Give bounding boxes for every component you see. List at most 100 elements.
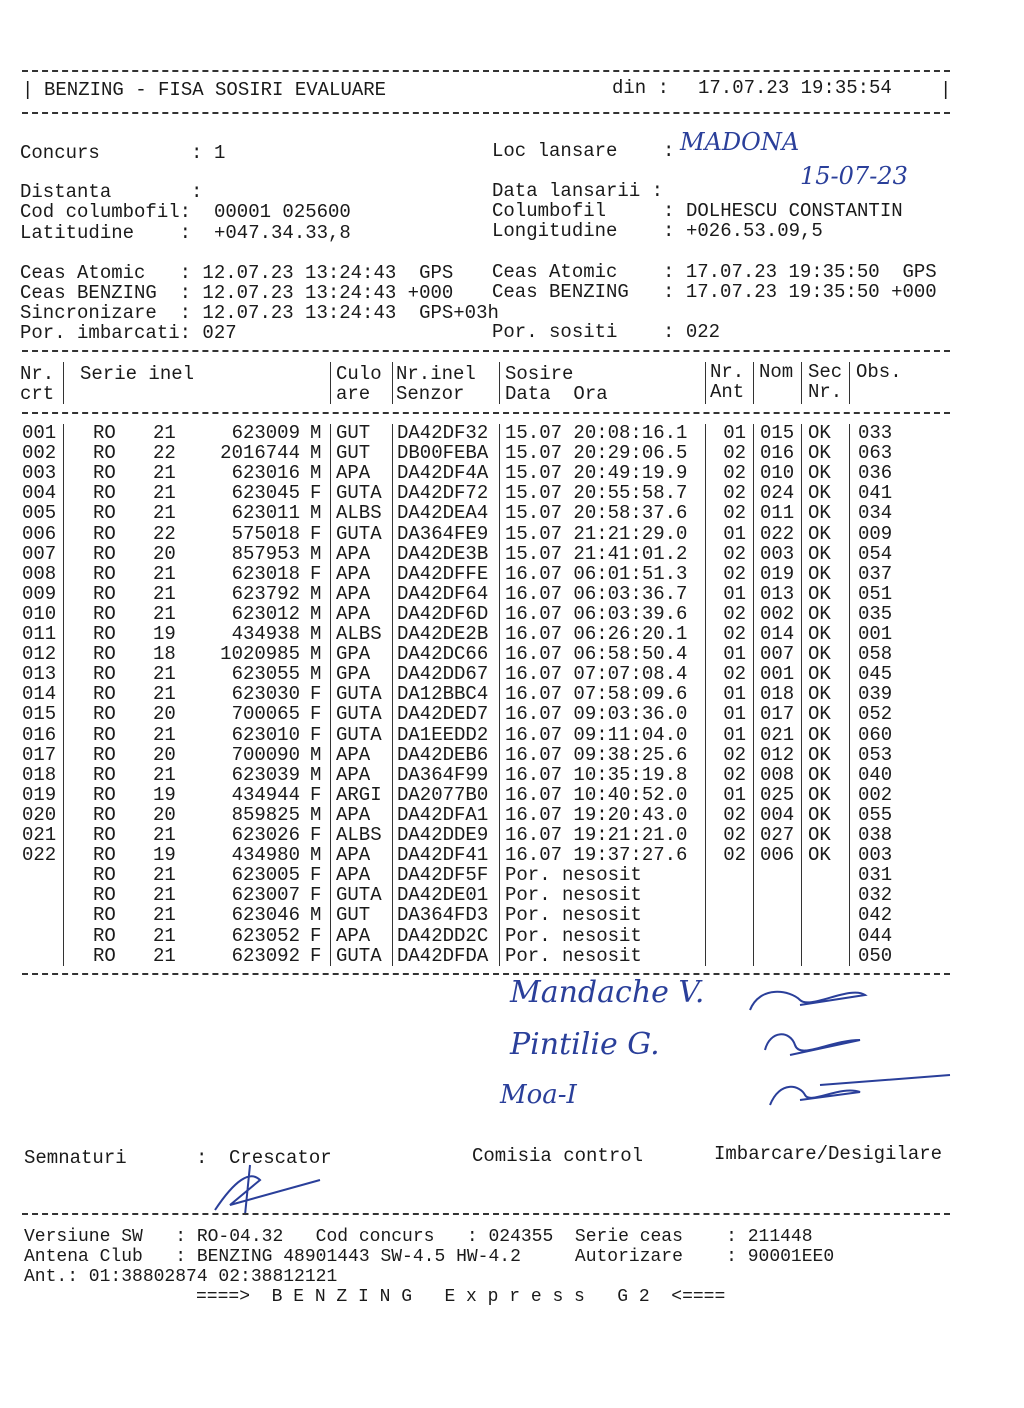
distanta-label: Distanta : [20,181,203,203]
cell-crt: 005 [22,502,57,525]
cell-obs: 032 [858,884,893,907]
cell-nom: 027 [760,824,795,846]
cell-arrival: 16.07 07:07:08.4 [505,663,688,686]
cell-arrival: 15.07 21:21:29.0 [505,522,688,545]
cell-color: GUTA [336,522,382,545]
cell-nom: 014 [760,623,795,645]
table-row: 005 RO 21 623011 M ALBS DA42DEA4 15.07 20:58:37… [0,503,1000,523]
cell-ring: 623055 [231,663,300,686]
table-row: RO 21 623007 F GUTA DA42DE01 Por. nesosit 032 [0,885,1000,905]
table-row: 007 RO 20 857953 M APA DA42DE3B 15.07 21:41:01.… [0,544,1000,564]
col-line [705,362,706,404]
cell-sex: F [310,783,322,806]
cell-country: RO [93,864,116,887]
table-row: 021 RO 21 623026 F ALBS DA42DDE9 16.07 19:21:21… [0,825,1000,845]
cell-nom: 008 [760,763,795,786]
cell-antenna: 02 [723,502,746,525]
cell-obs: 063 [858,442,893,465]
cell-sex: M [310,763,322,786]
cell-year: 21 [153,602,176,625]
cell-crt: 009 [22,582,57,605]
cell-sensor: DA2077B0 [397,783,489,806]
cell-sex: M [310,582,322,605]
col-line [63,362,64,404]
cell-arrival: Por. nesosit [505,944,642,967]
cell-ring: 623030 [231,683,300,706]
cell-color: GUTA [336,884,382,907]
cell-country: RO [93,803,116,826]
cell-ring: 1020985 [220,643,300,666]
cell-obs: 038 [858,824,893,846]
cell-year: 21 [153,562,176,585]
cell-sec: OK [808,783,831,806]
cell-sensor: DA42DF72 [397,482,489,505]
cell-year: 18 [153,643,176,666]
cell-obs: 060 [858,723,893,746]
cell-arrival: 15.07 20:29:06.5 [505,442,688,465]
cell-sex: F [310,924,322,947]
cell-sec: OK [808,703,831,726]
cell-obs: 058 [858,643,893,666]
cell-crt: 001 [22,422,57,444]
cell-sex: M [310,844,322,867]
cell-ring: 623052 [231,924,300,947]
cell-sec: OK [808,803,831,826]
cell-crt: 017 [22,743,57,766]
comisia-label: Comisia control [472,1145,644,1167]
col-line [753,362,754,404]
lat-label: Latitudine : [20,222,192,244]
cell-year: 21 [153,944,176,967]
cell-year: 19 [153,623,176,645]
table-row: 009 RO 21 623792 M APA DA42DF64 16.07 06:03:36.… [0,584,1000,604]
cell-obs: 051 [858,582,893,605]
cell-sensor: DA42DEA4 [397,502,489,525]
cell-obs: 055 [858,803,893,826]
header-senzor: Senzor [396,383,465,405]
cell-ring: 623016 [231,462,300,485]
cell-sex: M [310,422,322,444]
cell-obs: 031 [858,864,893,887]
cell-country: RO [93,783,116,806]
cell-antenna: 02 [723,462,746,485]
cell-sex: F [310,723,322,746]
cell-sec: OK [808,422,831,444]
cell-year: 20 [153,542,176,565]
cell-color: ALBS [336,623,382,645]
cell-crt: 004 [22,482,57,505]
cell-sensor: DA42DD67 [397,663,489,686]
cell-sec: OK [808,482,831,505]
cell-antenna: 02 [723,442,746,465]
cell-crt: 003 [22,462,57,485]
cell-color: GUTA [336,703,382,726]
signature-comisia-3: Moa-I [500,1080,577,1110]
cell-year: 21 [153,864,176,887]
cell-arrival: 16.07 19:20:43.0 [505,803,688,826]
date-label: din : [612,77,670,99]
cell-sensor: DA42DED7 [397,703,489,726]
cell-sensor: DA42DEB6 [397,743,489,766]
cell-color: GUTA [336,723,382,746]
cell-ring: 2016744 [220,442,300,465]
cell-sensor: DA42DF41 [397,844,489,867]
cell-arrival: 15.07 20:58:37.6 [505,502,688,525]
cell-sex: F [310,562,322,585]
cell-color: APA [336,844,371,867]
table-row: RO 21 623092 F GUTA DA42DFDA Por. nesosit 050 [0,946,1000,966]
cell-color: GUTA [336,944,382,967]
cell-color: APA [336,803,371,826]
cell-crt: 002 [22,442,57,465]
table-row: 020 RO 20 859825 M APA DA42DFA1 16.07 19:20:43.… [0,805,1000,825]
cell-arrival: 16.07 19:37:27.6 [505,844,688,867]
cell-sensor: DA42DDE9 [397,824,489,846]
cod-value: 00001 025600 [214,201,351,223]
cell-arrival: 16.07 09:11:04.0 [505,723,688,746]
cell-arrival: 16.07 10:35:19.8 [505,763,688,786]
header-bar-right: | [940,79,952,101]
cell-antenna: 02 [723,743,746,766]
cell-antenna: 01 [723,703,746,726]
col-line [705,424,706,966]
cell-obs: 033 [858,422,893,444]
cell-nom: 022 [760,522,795,545]
document-title: BENZING - FISA SOSIRI EVALUARE [44,79,387,101]
cell-sensor: DA42DFDA [397,944,489,967]
